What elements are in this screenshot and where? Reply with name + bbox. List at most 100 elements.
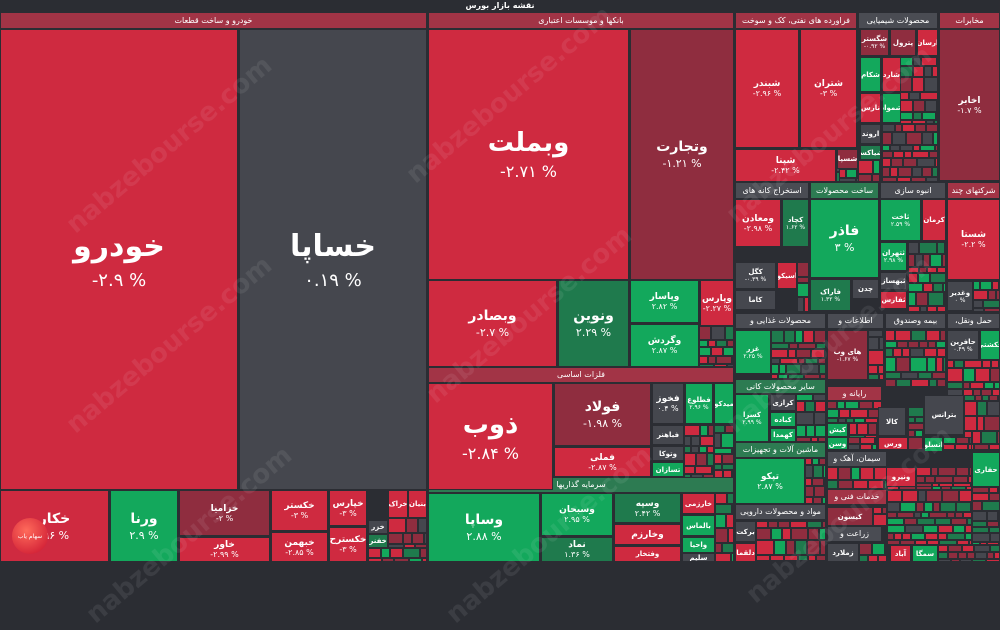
stock-tile-small[interactable] — [790, 521, 807, 528]
stock-tile-small[interactable] — [929, 512, 947, 518]
stock-tile-small[interactable] — [937, 242, 945, 254]
stock-tile-small[interactable] — [727, 493, 734, 504]
stock-tile-small[interactable] — [857, 169, 859, 178]
stock-tile-small[interactable] — [951, 518, 967, 525]
stock-tile-small[interactable] — [908, 254, 915, 267]
stock-tile[interactable]: وسبحان ۲.۹۵ % — [541, 493, 613, 536]
stock-tile-small[interactable] — [908, 273, 918, 283]
stock-tile-small[interactable] — [942, 254, 946, 267]
stock-tile-small[interactable] — [994, 552, 1000, 559]
stock-tile[interactable]: شپنا -۲.۴۲ % — [735, 149, 836, 182]
stock-tile-small[interactable] — [972, 542, 980, 545]
stock-tile-small[interactable] — [879, 374, 884, 380]
stock-tile-small[interactable] — [865, 418, 878, 423]
stock-tile[interactable]: ونیرو — [886, 467, 916, 487]
stock-tile-small[interactable] — [973, 290, 988, 300]
stock-tile-small[interactable] — [814, 486, 825, 497]
stock-tile[interactable]: شسپا — [837, 149, 858, 169]
stock-tile-small[interactable] — [915, 124, 926, 132]
stock-tile-small[interactable] — [708, 425, 714, 436]
stock-tile-small[interactable] — [893, 151, 904, 158]
stock-tile-small[interactable] — [824, 478, 826, 486]
stock-tile-small[interactable] — [882, 132, 892, 145]
stock-tile-small[interactable] — [908, 341, 919, 348]
stock-tile-small[interactable] — [972, 511, 987, 521]
stock-tile-small[interactable] — [969, 467, 972, 476]
stock-tile[interactable]: غزر ۲.۲۵ % — [735, 330, 771, 374]
stock-tile-small[interactable] — [969, 450, 972, 452]
stock-tile-small[interactable] — [839, 169, 846, 178]
stock-tile-small[interactable] — [771, 330, 784, 343]
stock-tile-small[interactable] — [805, 497, 813, 504]
stock-tile-small[interactable] — [975, 368, 990, 382]
stock-tile[interactable]: ثبهساز — [880, 272, 907, 290]
stock-tile-small[interactable] — [927, 540, 939, 545]
stock-tile-small[interactable] — [982, 360, 991, 368]
stock-tile-small[interactable] — [915, 417, 924, 423]
stock-tile-small[interactable] — [908, 407, 924, 417]
stock-tile-small[interactable] — [806, 425, 815, 437]
stock-tile-small[interactable] — [990, 533, 1000, 542]
stock-tile-small[interactable] — [947, 512, 955, 518]
stock-tile[interactable]: تپکو ۲.۸۷ % — [735, 458, 805, 504]
stock-tile-small[interactable] — [716, 356, 732, 364]
stock-tile-small[interactable] — [732, 504, 734, 514]
stock-tile-small[interactable] — [725, 326, 734, 340]
stock-tile-small[interactable] — [403, 533, 412, 544]
stock-tile[interactable]: کچاد ۱.۶۲ % — [782, 199, 809, 247]
stock-tile-small[interactable] — [691, 436, 700, 446]
stock-tile-small[interactable] — [948, 545, 962, 552]
stock-tile-small[interactable] — [771, 364, 779, 374]
stock-tile-small[interactable] — [910, 357, 927, 372]
stock-tile[interactable]: خودرو -۲.۹ % — [0, 29, 238, 490]
stock-tile-small[interactable] — [412, 533, 424, 544]
stock-tile-small[interactable] — [368, 548, 381, 558]
sector-header[interactable]: بانکها و موسسات اعتباری — [428, 12, 734, 29]
stock-tile[interactable]: خراک — [388, 490, 408, 518]
stock-tile-small[interactable] — [727, 340, 734, 347]
stock-tile-small[interactable] — [924, 66, 932, 77]
stock-tile-small[interactable] — [691, 446, 699, 453]
stock-tile-small[interactable] — [891, 158, 903, 167]
sector-header[interactable]: خدمات فنی و — [827, 489, 887, 505]
stock-tile-small[interactable] — [812, 458, 819, 465]
stock-tile-small[interactable] — [964, 416, 977, 431]
stock-tile[interactable]: حافرین ۰.۴۹ % — [947, 330, 979, 360]
stock-tile-small[interactable] — [928, 341, 936, 348]
stock-tile-small[interactable] — [937, 267, 946, 273]
stock-tile[interactable]: برکت — [735, 521, 756, 542]
stock-tile-small[interactable] — [948, 552, 958, 559]
stock-tile-small[interactable] — [930, 254, 942, 267]
stock-tile-small[interactable] — [796, 394, 813, 401]
stock-tile-small[interactable] — [714, 464, 722, 470]
stock-tile-small[interactable] — [818, 358, 826, 364]
stock-tile-small[interactable] — [707, 446, 714, 453]
stock-tile-small[interactable] — [912, 77, 924, 92]
stock-tile-small[interactable] — [914, 512, 921, 518]
stock-tile-small[interactable] — [774, 540, 786, 555]
stock-tile-small[interactable] — [885, 372, 901, 379]
stock-tile-small[interactable] — [859, 401, 873, 409]
stock-tile-small[interactable] — [925, 533, 938, 540]
stock-tile-small[interactable] — [908, 437, 923, 450]
sector-header[interactable]: ساخت محصولات — [810, 182, 879, 199]
stock-tile-small[interactable] — [956, 437, 969, 444]
stock-tile-small[interactable] — [684, 446, 691, 453]
stock-tile-small[interactable] — [989, 487, 998, 493]
stock-tile-small[interactable] — [908, 267, 919, 273]
stock-tile-small[interactable] — [920, 145, 935, 151]
stock-tile-small[interactable] — [924, 348, 937, 357]
stock-tile-small[interactable] — [973, 281, 980, 290]
stock-tile-small[interactable] — [418, 518, 427, 533]
stock-tile-small[interactable] — [919, 341, 928, 348]
stock-tile[interactable]: ثفارس — [880, 291, 907, 309]
sector-header[interactable]: اطلاعات و — [827, 313, 884, 329]
stock-tile-small[interactable] — [968, 476, 972, 483]
stock-tile[interactable]: شبندر -۲.۹۶ % — [735, 29, 799, 148]
stock-tile-small[interactable] — [856, 178, 859, 182]
stock-tile-small[interactable] — [965, 525, 972, 533]
stock-tile-small[interactable] — [972, 431, 981, 444]
stock-tile[interactable]: بنیان — [408, 490, 427, 518]
stock-tile-small[interactable] — [975, 395, 982, 401]
stock-tile-small[interactable] — [715, 514, 726, 528]
